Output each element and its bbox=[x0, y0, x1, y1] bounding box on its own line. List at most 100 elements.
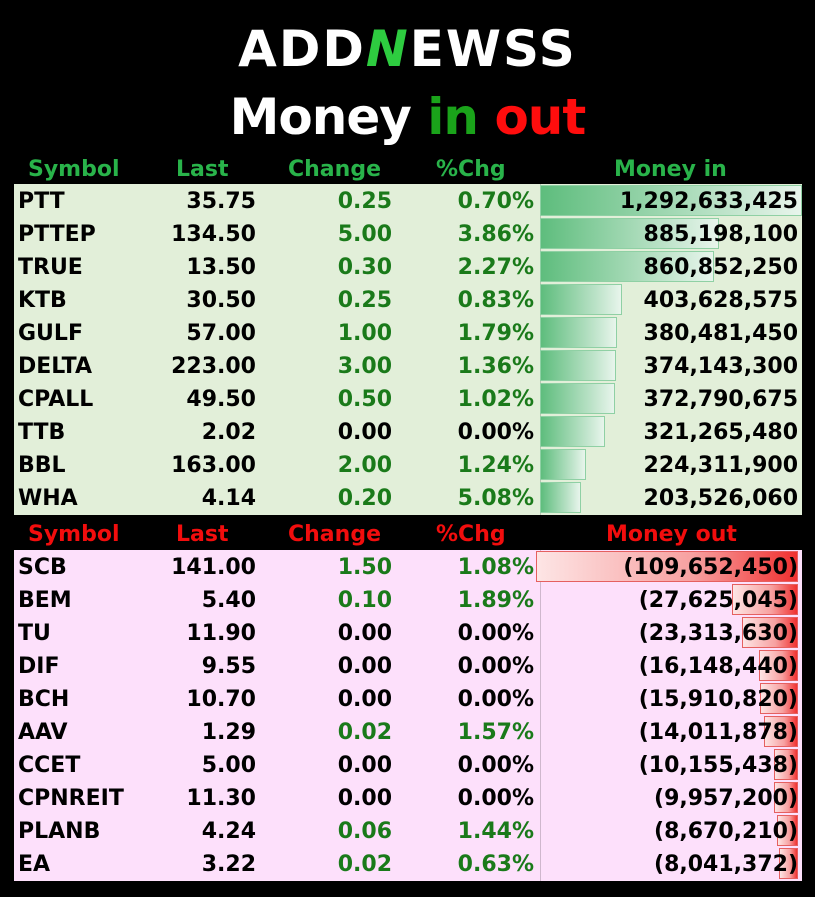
header-last: Last bbox=[176, 157, 229, 182]
money-in-table: PTT 35.75 0.25 0.70% 1,292,633,425 PTTEP 134.5… bbox=[14, 184, 802, 515]
money-in-header: Symbol Last Change %Chg Money in bbox=[14, 156, 802, 184]
brand-prefix: ADD bbox=[238, 20, 366, 78]
money-bar bbox=[540, 251, 714, 282]
table-row: EA 3.22 0.02 0.63% (8,041,372) bbox=[14, 847, 802, 880]
pct-change-cell: 0.00% bbox=[457, 786, 534, 811]
last-cell: 57.00 bbox=[186, 321, 256, 346]
money-bar bbox=[540, 350, 616, 381]
pct-change-cell: 2.27% bbox=[457, 255, 534, 280]
pct-change-cell: 1.36% bbox=[457, 354, 534, 379]
money-bar bbox=[540, 185, 802, 216]
pct-change-cell: 0.00% bbox=[457, 420, 534, 445]
table-row: CCET 5.00 0.00 0.00% (10,155,438) bbox=[14, 748, 802, 781]
money-bar bbox=[540, 482, 581, 513]
table-row: SCB 141.00 1.50 1.08% (109,652,450) bbox=[14, 550, 802, 583]
last-cell: 134.50 bbox=[171, 222, 256, 247]
last-cell: 4.24 bbox=[201, 819, 256, 844]
money-cell: 1,292,633,425 bbox=[619, 189, 798, 214]
pct-change-cell: 1.89% bbox=[457, 588, 534, 613]
money-cell: (27,625,045) bbox=[638, 588, 798, 613]
money-cell: (16,148,440) bbox=[638, 654, 798, 679]
change-cell: 2.00 bbox=[337, 453, 392, 478]
change-cell: 0.06 bbox=[337, 819, 392, 844]
header-last: Last bbox=[176, 522, 229, 547]
symbol-cell: EA bbox=[18, 852, 51, 877]
pct-change-cell: 1.08% bbox=[457, 555, 534, 580]
money-bar bbox=[540, 284, 622, 315]
pct-change-cell: 0.00% bbox=[457, 654, 534, 679]
money-cell: (109,652,450) bbox=[623, 555, 798, 580]
money-bar bbox=[536, 551, 798, 582]
money-bar bbox=[732, 584, 798, 615]
money-cell: (9,957,200) bbox=[654, 786, 798, 811]
money-cell: (8,670,210) bbox=[654, 819, 798, 844]
table-row: CPALL 49.50 0.50 1.02% 372,790,675 bbox=[14, 382, 802, 415]
pct-change-cell: 0.00% bbox=[457, 621, 534, 646]
column-divider bbox=[540, 184, 541, 515]
change-cell: 0.30 bbox=[337, 255, 392, 280]
symbol-cell: DELTA bbox=[18, 354, 92, 379]
table-row: CPNREIT 11.30 0.00 0.00% (9,957,200) bbox=[14, 781, 802, 814]
change-cell: 0.00 bbox=[337, 753, 392, 778]
money-cell: 203,526,060 bbox=[643, 486, 798, 511]
money-bar bbox=[774, 749, 798, 780]
symbol-cell: AAV bbox=[18, 720, 68, 745]
page-title: Money in out bbox=[0, 86, 815, 148]
money-bar bbox=[774, 782, 798, 813]
money-cell: (23,313,630) bbox=[638, 621, 798, 646]
brand-n: N bbox=[365, 20, 410, 78]
table-row: BEM 5.40 0.10 1.89% (27,625,045) bbox=[14, 583, 802, 616]
money-out-header: Symbol Last Change %Chg Money out bbox=[14, 521, 802, 549]
column-divider bbox=[540, 550, 541, 881]
money-bar bbox=[779, 848, 798, 879]
pct-change-cell: 0.00% bbox=[457, 687, 534, 712]
change-cell: 1.50 bbox=[337, 555, 392, 580]
header-change: Change bbox=[288, 522, 381, 547]
header-symbol: Symbol bbox=[28, 157, 120, 182]
header-symbol: Symbol bbox=[28, 522, 120, 547]
symbol-cell: PTTEP bbox=[18, 222, 96, 247]
money-bar bbox=[777, 815, 798, 846]
money-bar bbox=[540, 449, 586, 480]
last-cell: 223.00 bbox=[171, 354, 256, 379]
title-out: out bbox=[494, 88, 586, 146]
money-bar bbox=[540, 218, 719, 249]
table-row: TU 11.90 0.00 0.00% (23,313,630) bbox=[14, 616, 802, 649]
money-bar bbox=[540, 317, 617, 348]
money-out-table: SCB 141.00 1.50 1.08% (109,652,450) BEM 5.40 0.… bbox=[14, 550, 802, 881]
change-cell: 0.00 bbox=[337, 654, 392, 679]
last-cell: 4.14 bbox=[201, 486, 256, 511]
last-cell: 11.30 bbox=[186, 786, 256, 811]
table-row: TRUE 13.50 0.30 2.27% 860,852,250 bbox=[14, 250, 802, 283]
money-cell: 860,852,250 bbox=[643, 255, 798, 280]
change-cell: 0.00 bbox=[337, 621, 392, 646]
change-cell: 0.00 bbox=[337, 687, 392, 712]
last-cell: 13.50 bbox=[186, 255, 256, 280]
symbol-cell: BCH bbox=[18, 687, 70, 712]
symbol-cell: BBL bbox=[18, 453, 66, 478]
money-bar bbox=[742, 617, 798, 648]
last-cell: 30.50 bbox=[186, 288, 256, 313]
header-change: Change bbox=[288, 157, 381, 182]
change-cell: 0.25 bbox=[337, 189, 392, 214]
last-cell: 2.02 bbox=[201, 420, 256, 445]
table-row: AAV 1.29 0.02 1.57% (14,011,878) bbox=[14, 715, 802, 748]
last-cell: 5.40 bbox=[201, 588, 256, 613]
change-cell: 0.10 bbox=[337, 588, 392, 613]
table-row: PLANB 4.24 0.06 1.44% (8,670,210) bbox=[14, 814, 802, 847]
money-bar bbox=[540, 416, 605, 447]
symbol-cell: CCET bbox=[18, 753, 81, 778]
money-bar bbox=[540, 383, 615, 414]
money-cell: (15,910,820) bbox=[638, 687, 798, 712]
symbol-cell: TRUE bbox=[18, 255, 83, 280]
symbol-cell: PTT bbox=[18, 189, 65, 214]
pct-change-cell: 3.86% bbox=[457, 222, 534, 247]
pct-change-cell: 0.00% bbox=[457, 753, 534, 778]
money-cell: (10,155,438) bbox=[638, 753, 798, 778]
title-money: Money bbox=[229, 88, 428, 146]
last-cell: 11.90 bbox=[186, 621, 256, 646]
money-cell: 885,198,100 bbox=[643, 222, 798, 247]
money-cell: 403,628,575 bbox=[643, 288, 798, 313]
last-cell: 49.50 bbox=[186, 387, 256, 412]
money-cell: 224,311,900 bbox=[643, 453, 798, 478]
